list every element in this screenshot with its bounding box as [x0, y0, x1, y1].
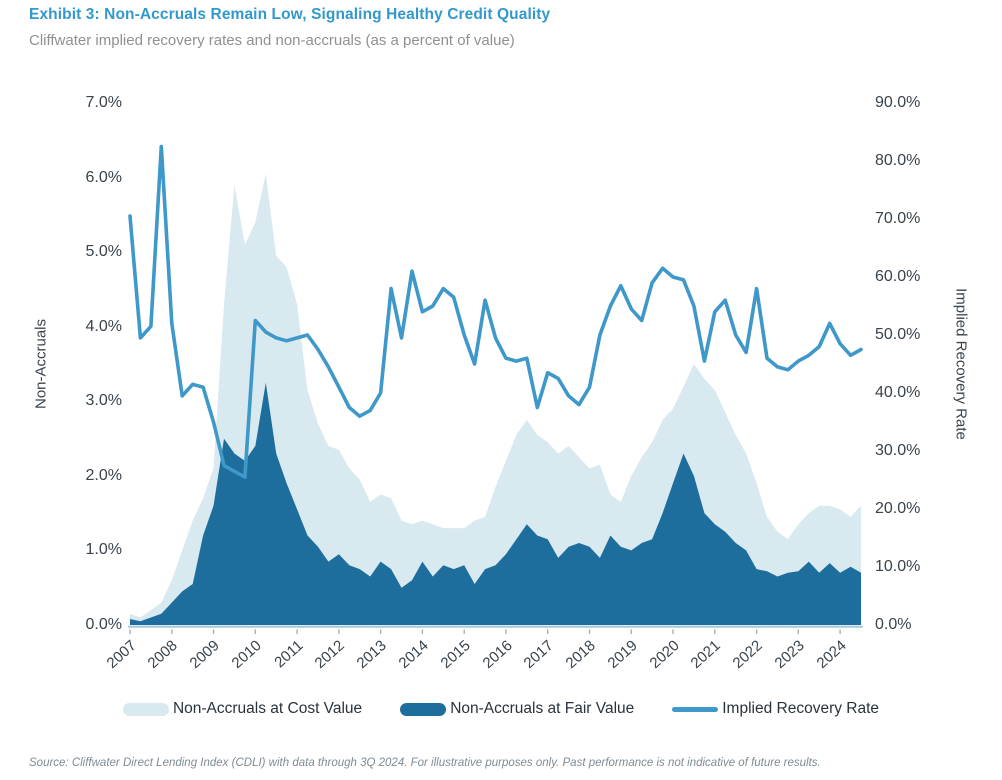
x-axis-tick — [672, 629, 674, 634]
right-axis-tick-label: 20.0% — [875, 500, 921, 517]
x-axis-tick — [630, 629, 632, 634]
left-axis-tick-label: 1.0% — [85, 541, 122, 559]
legend-item-cost-value: Non-Accruals at Cost Value — [122, 700, 363, 718]
x-axis-tick — [505, 629, 507, 634]
source-note: Source: Cliffwater Direct Lending Index … — [29, 757, 821, 769]
x-axis-tick — [421, 629, 424, 634]
right-axis-tick-label: 60.0% — [875, 268, 921, 285]
right-axis-tick-label: 50.0% — [875, 326, 921, 343]
x-axis-tick — [839, 629, 841, 634]
x-axis-tick — [547, 629, 549, 634]
legend-item-recovery-rate: Implied Recovery Rate — [672, 700, 879, 718]
right-axis-tick-label: 10.0% — [875, 558, 921, 575]
x-axis-tick — [338, 629, 340, 634]
x-axis-tick — [296, 629, 298, 634]
x-axis-tick — [212, 629, 215, 634]
recovery-rate-line-series — [128, 144, 863, 479]
fair-value-swatch — [400, 702, 447, 716]
legend-label: Implied Recovery Rate — [722, 700, 880, 717]
right-axis-tick-label: 90.0% — [875, 94, 921, 111]
x-axis-tick — [714, 629, 716, 634]
x-axis-tick — [797, 629, 799, 634]
recovery-rate-swatch — [672, 706, 719, 712]
exhibit-subtitle: Cliffwater implied recovery rates and no… — [29, 32, 515, 49]
x-axis-tick — [755, 629, 758, 634]
legend-label: Non-Accruals at Cost Value — [172, 700, 363, 717]
right-axis-tick-label: 0.0% — [875, 616, 912, 633]
left-axis-tick-label: 6.0% — [85, 168, 122, 186]
x-axis-tick — [129, 629, 131, 634]
left-axis-tick-label: 2.0% — [85, 466, 122, 484]
x-axis-tick — [171, 629, 173, 634]
right-axis-tick-label: 40.0% — [875, 384, 921, 401]
x-axis-tick — [588, 629, 591, 634]
left-axis-tick-label: 3.0% — [85, 392, 122, 410]
left-axis-tick-label: 7.0% — [85, 94, 122, 111]
left-axis-tick-label: 0.0% — [85, 616, 122, 633]
right-axis-tick-label: 30.0% — [875, 442, 921, 459]
left-axis-tick-label: 5.0% — [85, 243, 122, 261]
chart-legend: Non-Accruals at Cost Value Non-Accruals … — [0, 700, 1002, 718]
right-axis-tick-label: 80.0% — [875, 152, 921, 169]
cost-value-swatch — [122, 702, 169, 716]
left-axis-tick-label: 4.0% — [85, 317, 122, 335]
right-axis-tick-label: 70.0% — [875, 210, 921, 227]
x-axis-tick — [254, 629, 256, 634]
x-axis-line — [128, 625, 863, 628]
legend-item-fair-value: Non-Accruals at Fair Value — [400, 700, 634, 718]
legend-label: Non-Accruals at Fair Value — [450, 700, 635, 717]
x-axis-tick — [463, 629, 465, 634]
fair-value-area-series — [130, 382, 861, 625]
exhibit-title: Exhibit 3: Non-Accruals Remain Low, Sign… — [29, 6, 551, 23]
x-axis-tick — [379, 629, 382, 634]
